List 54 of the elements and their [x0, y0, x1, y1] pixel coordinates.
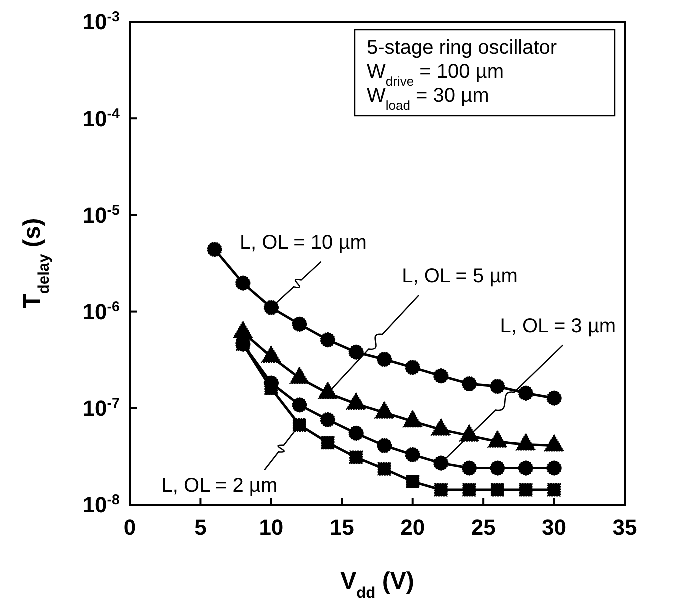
point — [292, 316, 308, 332]
point — [236, 338, 250, 352]
annotation: L, OL = 5 µm — [402, 265, 518, 288]
x-tick-label: 25 — [471, 515, 496, 540]
x-tick-label: 10 — [259, 515, 284, 540]
point — [292, 398, 308, 413]
point — [548, 483, 562, 497]
point — [518, 460, 534, 476]
point — [321, 436, 335, 450]
point — [434, 368, 449, 384]
annotation: 5-stage ring oscillator — [367, 37, 558, 59]
y-tick-label: 10$^{-3}$ — [82, 10, 120, 35]
point — [406, 475, 420, 489]
point — [462, 460, 477, 476]
point — [236, 276, 251, 291]
annotation: L, OL = 3 µm — [500, 315, 616, 338]
point — [462, 483, 476, 497]
y-tick-label: 10$^{-7}$ — [82, 396, 120, 422]
point — [405, 447, 420, 462]
x-tick-label: 35 — [612, 515, 638, 540]
point — [207, 242, 222, 258]
point — [320, 412, 336, 428]
point — [348, 344, 364, 360]
point — [264, 300, 279, 316]
point — [377, 352, 392, 368]
x-tick-label: 5 — [194, 515, 207, 540]
point — [377, 438, 392, 454]
y-tick-label: 10$^{-5}$ — [82, 202, 120, 228]
point — [378, 462, 392, 476]
point — [490, 460, 506, 476]
x-tick-label: 20 — [400, 515, 426, 540]
point — [462, 376, 477, 392]
x-tick-label: 15 — [330, 515, 354, 540]
point — [434, 456, 449, 471]
y-tick-label: 10$^{-8}$ — [82, 492, 120, 518]
point — [518, 386, 534, 401]
x-axis-title: V$_{dd}$ (V) — [340, 568, 414, 602]
y-tick-label: 10$^{-4}$ — [82, 106, 120, 132]
x-tick-label: 30 — [542, 515, 567, 540]
point — [490, 379, 506, 394]
point — [519, 483, 533, 497]
annotation: L, OL = 10 µm — [240, 232, 367, 254]
point — [546, 460, 562, 476]
point — [350, 450, 364, 464]
point — [490, 483, 504, 497]
x-tick-label: 0 — [124, 515, 136, 540]
annotation: L, OL = 2 µm — [162, 475, 278, 498]
point — [320, 332, 336, 348]
point — [434, 483, 448, 497]
point — [348, 426, 364, 442]
y-tick-label: 10$^{-6}$ — [82, 300, 120, 324]
point — [292, 418, 306, 432]
point — [405, 360, 420, 376]
point — [546, 390, 562, 406]
